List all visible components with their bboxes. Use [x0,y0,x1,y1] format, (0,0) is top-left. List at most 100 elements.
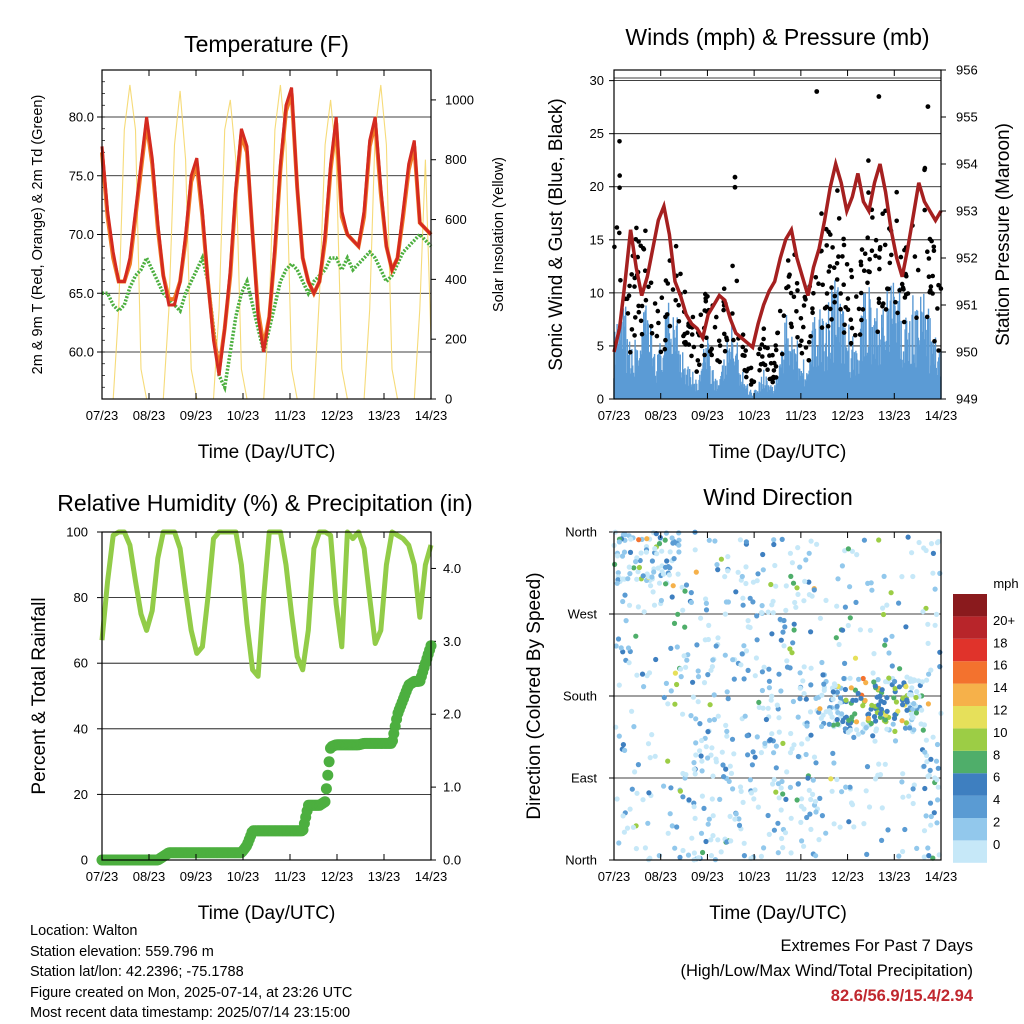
wind-direction-point [751,796,757,802]
wind-direction-point [872,738,878,744]
colorbar-swatch [953,728,987,751]
wind-direction-point [728,838,734,844]
wind-direction-point [718,556,725,562]
wind-direction-point [769,693,775,699]
gust-point [676,319,682,324]
relative-humidity-line [99,529,434,679]
wind-direction-point [683,664,689,670]
wind-direction-point [857,627,864,633]
wind-direction-point [803,751,809,758]
wind-direction-point [808,538,814,544]
wind-direction-point [793,604,799,610]
gust-point [643,297,649,303]
wind-direction-point [626,564,632,570]
gust-point [819,211,824,216]
gust-point [845,296,851,301]
wind-direction-point [652,546,658,552]
wind-direction-point [645,820,651,826]
wind-direction-point [646,670,653,676]
gust-point [625,311,631,316]
wind-direction-point [752,787,758,793]
rh-ytick-label: 100 [66,525,88,540]
wind-direction-point [913,710,920,716]
colorbar-swatch [953,706,987,729]
wind-direction-point [724,839,730,845]
wind-direction-point [691,804,697,810]
wind-direction-point [701,680,708,686]
gust-point [849,325,855,331]
wind-direction-point [802,578,808,585]
dewpoint-line [102,231,433,394]
wind-direction-point [695,699,701,705]
gust-point [649,331,655,336]
wind-direction-point [750,749,756,755]
wind-direction-point [706,537,712,543]
dir-xtick-label: 14/23 [925,869,958,884]
precip-point [323,756,335,768]
gust-point [632,284,637,289]
wind-y2label: Station Pressure (Maroon) [993,123,1014,346]
wind-direction-point [771,827,778,833]
wind-direction-point [778,785,784,791]
gust-point [861,268,867,274]
temp-xtick-label: 13/23 [368,408,401,423]
wind-ytick-label: 30 [590,73,604,88]
gust-point [709,352,714,358]
gust-point [814,89,820,94]
gust-point [691,344,697,350]
wind-direction-point [900,794,906,800]
wind-direction-point [656,580,663,586]
wind-direction-point [805,775,811,781]
wind-direction-point [769,631,775,637]
wind-direction-point [668,688,674,694]
wind-direction-point [678,674,684,680]
gust-point [638,318,644,324]
gust-point [875,329,880,335]
wind-direction-point [813,760,819,766]
gust-point [784,285,789,291]
gust-point [898,254,904,260]
rh-ytick-label: 80 [74,590,88,605]
colorbar-label: 20+ [993,613,1015,628]
gust-point [742,367,747,373]
wind-direction-point [671,556,677,562]
gust-point [841,282,846,288]
gust-point [682,331,687,337]
wind-direction-point [935,784,941,790]
wind-direction-point [727,813,733,820]
gust-point [757,368,762,373]
wind-direction-point [810,791,816,798]
wind-direction-point [792,599,798,606]
wind-direction-point [830,689,836,695]
gust-point [882,242,888,248]
gust-point [876,296,882,302]
wind-direction-point [750,599,756,605]
gust-point [762,344,768,350]
gust-point [714,314,719,320]
wind-direction-point [767,737,774,743]
gust-point [925,104,931,110]
wind-direction-point [823,830,829,836]
wind-ytick-label: 25 [590,126,604,141]
gust-point [646,284,651,290]
wind-direction-point [730,657,736,663]
wind-direction-point [680,847,686,854]
gust-point [773,343,778,348]
wind-direction-point [798,819,804,826]
wind-direction-point [733,811,739,817]
gust-point [893,299,898,305]
gust-point [858,290,864,296]
extremes-subtitle: (High/Low/Max Wind/Total Precipitation) [680,962,973,980]
gust-point [663,314,668,320]
gust-point [826,269,832,274]
wind-direction-point [864,764,871,770]
gust-point [756,351,761,357]
gust-point [854,294,859,299]
wind-direction-point [876,761,882,767]
wind-direction-point [868,706,874,712]
gust-point [730,311,735,316]
wind-direction-point [632,769,638,775]
wind-direction-point [615,570,621,576]
wind-direction-point [756,699,762,706]
wind-direction-point [813,853,819,859]
